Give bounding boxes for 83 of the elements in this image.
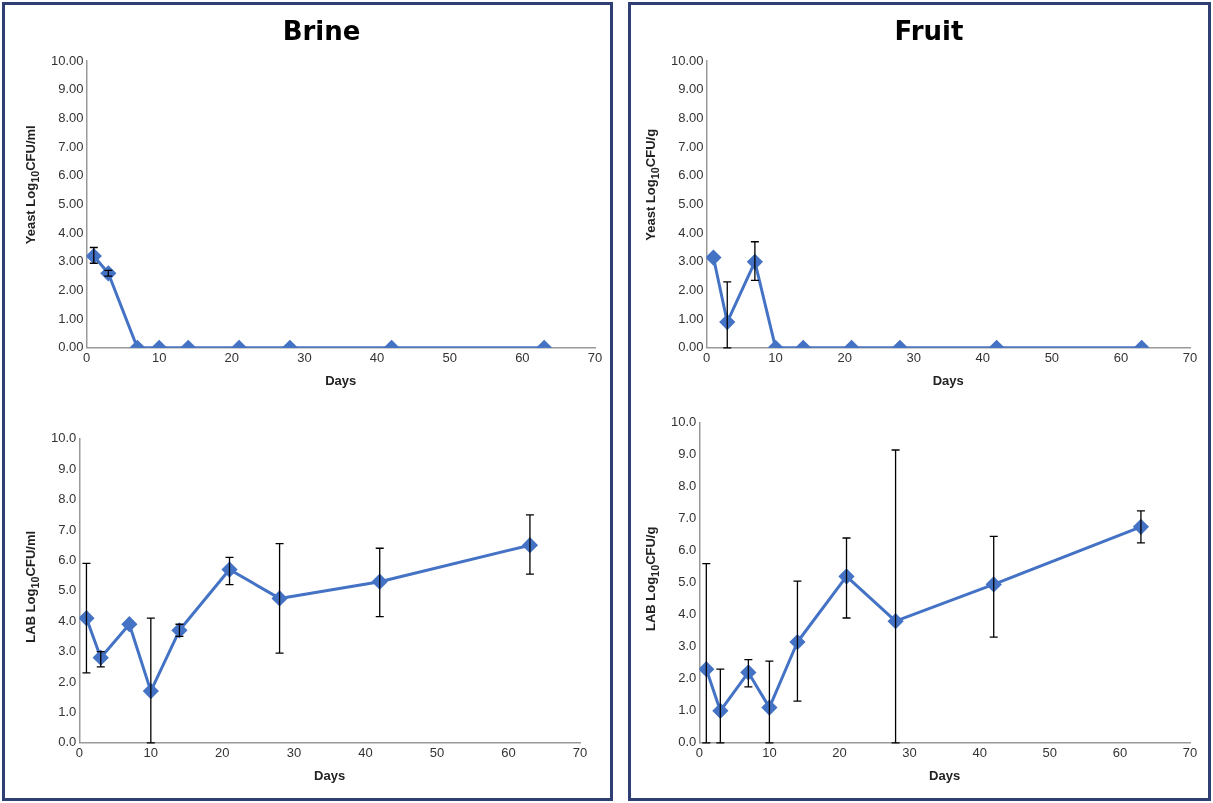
y-tick-label: 2.0	[58, 673, 77, 689]
x-tick-label: 30	[286, 745, 302, 761]
x-tick-label: 70	[572, 745, 588, 761]
x-tick-label: 40	[369, 350, 385, 366]
x-tick-label: 20	[837, 350, 852, 366]
x-tick-label: 60	[515, 350, 530, 366]
x-tick-label: 40	[972, 745, 987, 761]
y-tick-label: 5.0	[678, 574, 697, 590]
y-tick-label: 10.00	[670, 52, 704, 68]
y-tick-label: 3.00	[58, 253, 84, 269]
y-tick-label: 7.00	[58, 138, 84, 154]
y-tick-label: 8.00	[58, 110, 84, 126]
y-tick-label: 10.0	[670, 414, 697, 430]
y-tick-label: 5.00	[678, 196, 704, 212]
x-tick-label: 50	[442, 350, 457, 366]
y-tick-label: 9.0	[58, 460, 77, 476]
y-tick-label: 1.00	[58, 310, 84, 326]
y-tick-label: 2.00	[678, 282, 704, 298]
y-tick-label: 6.0	[58, 551, 77, 567]
y-tick-label: 3.0	[58, 643, 77, 659]
x-tick-label: 10	[768, 350, 783, 366]
x-tick-label: 50	[1042, 745, 1058, 761]
x-tick-label: 0	[75, 745, 83, 761]
y-tick-label: 7.00	[678, 138, 704, 154]
x-tick-label: 50	[1044, 350, 1060, 366]
x-tick-label: 30	[297, 350, 312, 366]
y-tick-label: 8.0	[678, 478, 697, 494]
y-tick-label: 4.0	[678, 606, 697, 622]
y-tick-label: 0.00	[58, 339, 84, 355]
y-tick-label: 3.0	[678, 638, 697, 654]
y-tick-label: 3.00	[678, 253, 704, 269]
y-tick-label: 4.00	[678, 224, 704, 240]
x-tick-label: 40	[358, 745, 373, 761]
x-tick-label: 30	[902, 745, 917, 761]
y-tick-label: 9.0	[678, 446, 697, 462]
y-tick-label: 9.00	[58, 81, 84, 97]
x-tick-label: 20	[215, 745, 230, 761]
y-tick-label: 0.0	[58, 734, 77, 750]
x-tick-label: 70	[1182, 745, 1198, 761]
x-tick-label: 0	[695, 745, 703, 761]
y-tick-label: 4.00	[58, 224, 84, 240]
y-tick-label: 1.0	[58, 703, 77, 719]
y-tick-label: 10.00	[50, 52, 84, 68]
y-tick-label: 4.0	[58, 612, 77, 628]
x-tick-label: 20	[224, 350, 240, 366]
x-tick-label: 0	[702, 350, 711, 366]
x-tick-label: 60	[1112, 745, 1128, 761]
y-tick-label: 8.00	[678, 110, 704, 126]
y-tick-label: 0.0	[678, 734, 697, 750]
y-tick-label: 2.0	[678, 670, 697, 686]
x-axis-title: Days	[929, 767, 961, 783]
point	[121, 616, 137, 632]
x-tick-label: 60	[1113, 350, 1129, 366]
y-tick-label: 7.0	[678, 510, 697, 526]
y-tick-label: 0.00	[678, 339, 704, 355]
y-tick-label: 2.00	[58, 282, 84, 298]
y-tick-label: 1.0	[678, 702, 697, 718]
y-tick-label: 1.00	[678, 310, 704, 326]
x-tick-label: 70	[587, 350, 603, 366]
x-tick-label: 0	[82, 350, 91, 366]
y-tick-label: 9.00	[678, 81, 704, 97]
x-axis-title: Days	[314, 767, 346, 783]
x-axis-title: Days	[932, 372, 964, 388]
x-tick-label: 70	[1182, 350, 1198, 366]
y-tick-label: 6.0	[678, 542, 697, 558]
x-tick-label: 40	[975, 350, 991, 366]
y-tick-label: 7.0	[58, 521, 77, 537]
y-tick-label: 10.0	[50, 430, 77, 446]
x-tick-label: 30	[906, 350, 921, 366]
chart-title: Brine	[282, 16, 361, 47]
y-tick-label: 6.00	[678, 167, 704, 183]
x-tick-label: 20	[832, 745, 847, 761]
x-tick-label: 10	[151, 350, 167, 366]
x-tick-label: 10	[143, 745, 159, 761]
chart-title: Fruit	[894, 16, 964, 47]
x-axis-title: Days	[325, 372, 357, 388]
y-tick-label: 8.0	[58, 491, 77, 507]
y-tick-label: 5.00	[58, 196, 84, 212]
x-tick-label: 60	[501, 745, 516, 761]
x-tick-label: 10	[762, 745, 777, 761]
x-tick-label: 50	[429, 745, 445, 761]
y-tick-label: 6.00	[58, 167, 84, 183]
y-tick-label: 5.0	[58, 582, 77, 598]
